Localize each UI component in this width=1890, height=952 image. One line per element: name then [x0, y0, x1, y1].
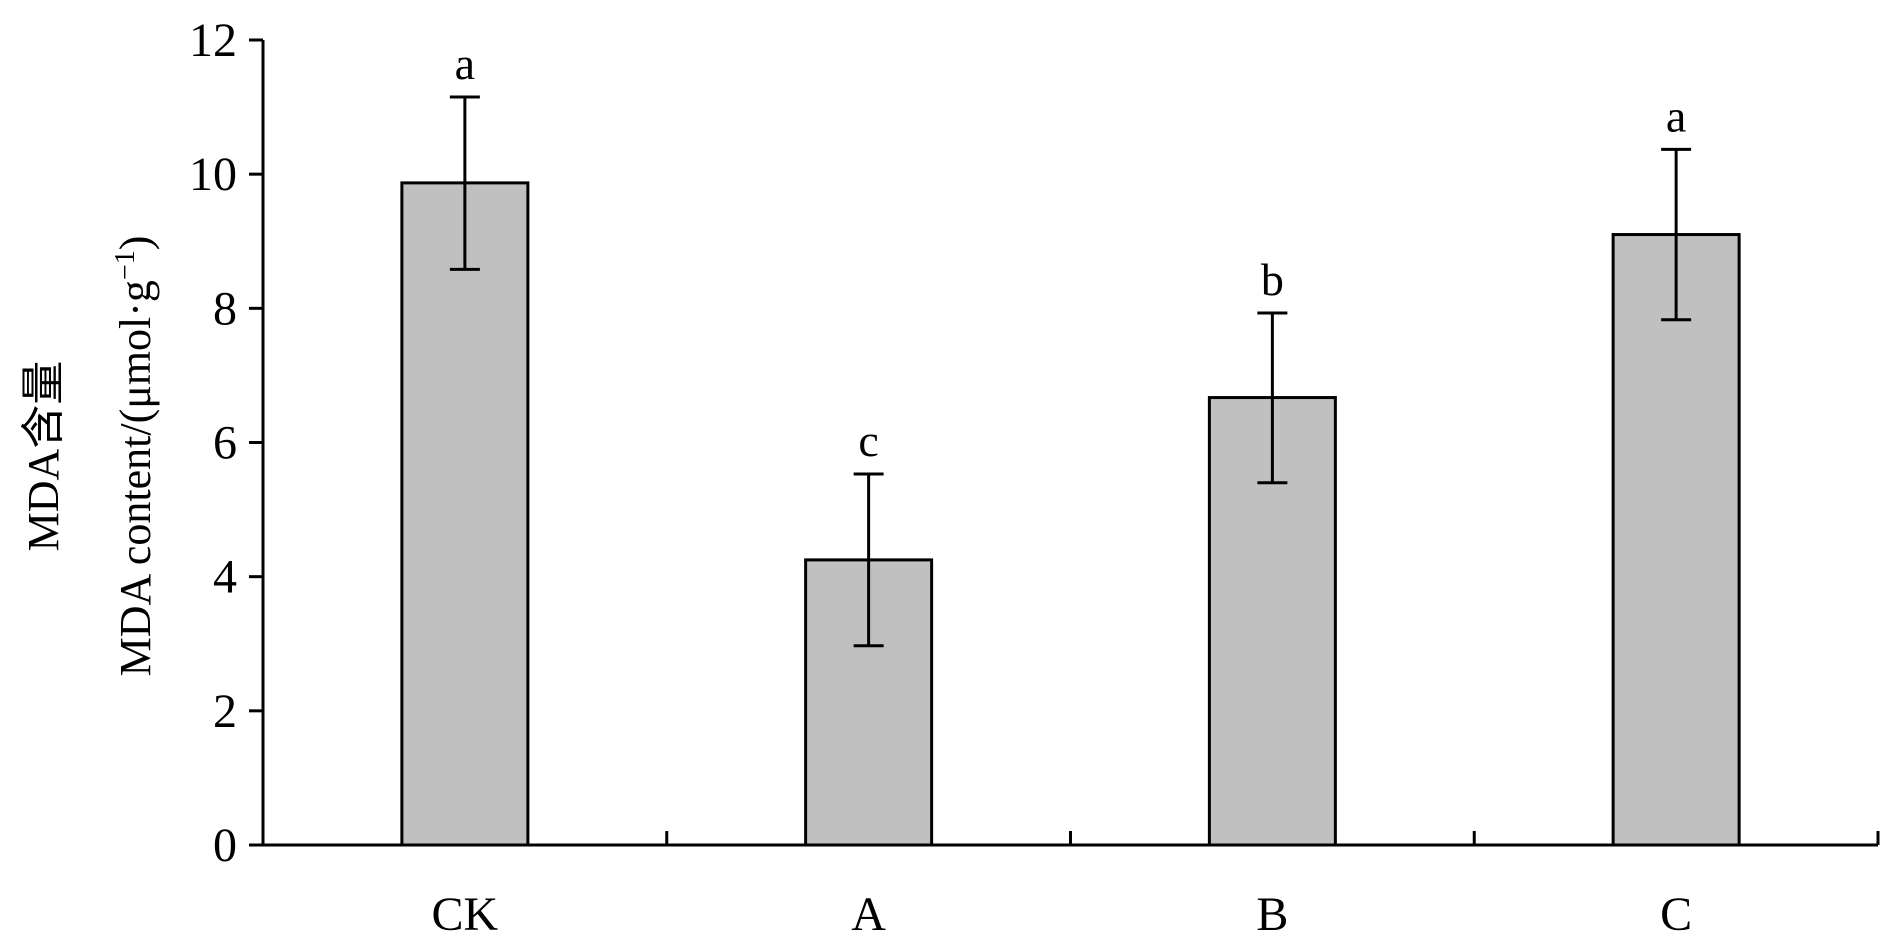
x-category-label: B — [1256, 888, 1288, 941]
y-tick-label: 10 — [189, 148, 237, 201]
y-tick-label: 8 — [213, 282, 237, 335]
x-category-label: C — [1660, 888, 1692, 941]
y-ticks-layer: 0 2 4 6 8 10 12 — [189, 14, 263, 872]
x-category-label: CK — [432, 888, 499, 941]
x-ticks-layer — [665, 831, 1880, 845]
y-axis-title-line2: MDA content/(μmol·g−1) — [110, 236, 160, 677]
y-tick-label: 4 — [213, 551, 237, 604]
bars-layer — [400, 181, 1741, 847]
significance-label-a: c — [858, 415, 878, 466]
y-tick-label: 6 — [213, 417, 237, 470]
y-axis-title-close: ) — [111, 236, 160, 251]
x-category-label: A — [851, 888, 886, 941]
bar-c — [1611, 233, 1741, 847]
labels-layer: a CK c Ab Ba C — [432, 38, 1693, 941]
significance-label-c: a — [1666, 90, 1686, 141]
significance-label-ck: a — [455, 38, 475, 89]
y-tick-label: 2 — [213, 685, 237, 738]
significance-label-b: b — [1261, 254, 1284, 305]
error-bars-layer — [449, 95, 1692, 648]
y-axis-title-superscript: −1 — [110, 250, 141, 280]
bar-ck — [400, 181, 530, 847]
y-axis-title-main: MDA content/(μmol·g — [111, 280, 160, 676]
y-axis-title-line1: MDA含量 — [19, 361, 68, 552]
y-tick-label: 12 — [189, 14, 237, 67]
y-tick-label: 0 — [213, 819, 237, 872]
y-axis-title: MDA含量 MDA content/(μmol·g−1) — [19, 236, 160, 677]
